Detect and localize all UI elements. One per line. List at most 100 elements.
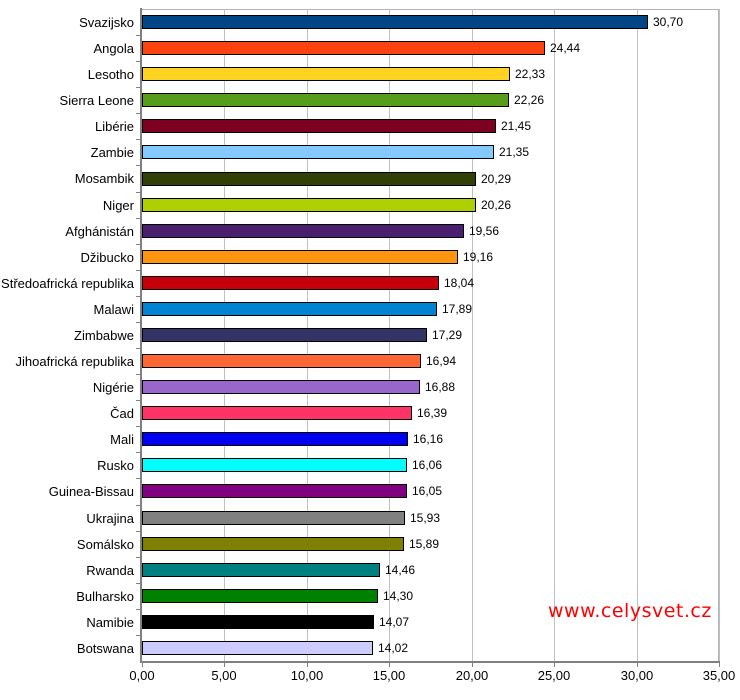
bar-guinea-bissau (142, 484, 407, 498)
bar-value-label: 19,56 (469, 224, 500, 238)
category-label: Jihoafrická republika (15, 353, 134, 369)
bar-value-label: 15,93 (410, 511, 441, 525)
bar-lesotho (142, 67, 510, 81)
x-tick-label: 15,00 (372, 668, 406, 683)
bar-value-label: 18,04 (444, 276, 475, 290)
bars-layer: 30,70 24,44 22,33 22,26 21,45 21,35 20,29 20,26… (142, 9, 719, 661)
bar-jihoafrick-republika (142, 354, 421, 368)
category-label: Zambie (90, 144, 134, 160)
category-label: Nigérie (92, 379, 134, 395)
category-label: Rwanda (86, 562, 134, 578)
bar-niger (142, 198, 476, 212)
x-tick-label: 25,00 (537, 668, 571, 683)
x-tick-label: 20,00 (455, 668, 489, 683)
bar-value-label: 30,70 (653, 15, 684, 29)
x-tick-label: 0,00 (129, 668, 155, 683)
category-label: Namibie (86, 614, 134, 630)
y-tick (136, 113, 141, 114)
category-label: Mali (110, 431, 134, 447)
bar-malawi (142, 302, 437, 316)
gridline (554, 9, 555, 661)
bar-bulharsko (142, 589, 378, 603)
bar-rusko (142, 458, 407, 472)
watermark-link[interactable]: www.celysvet.cz (548, 600, 712, 622)
bar-value-label: 19,16 (463, 250, 494, 264)
bar-value-label: 22,26 (514, 93, 545, 107)
y-tick (136, 505, 141, 506)
x-tick-label: 5,00 (211, 668, 237, 683)
category-label: Angola (93, 40, 134, 56)
y-tick (136, 87, 141, 88)
bar-value-label: 15,89 (409, 537, 440, 551)
y-tick (136, 374, 141, 375)
y-tick (136, 609, 141, 610)
bar-mali (142, 432, 408, 446)
y-tick (136, 322, 141, 323)
category-label: Somálsko (76, 536, 134, 552)
category-label: Bulharsko (76, 588, 134, 604)
category-label: Džibucko (80, 249, 134, 265)
x-tick (719, 662, 720, 667)
bar-nig-rie (142, 380, 420, 394)
bar--ad (142, 406, 412, 420)
bar-value-label: 24,44 (550, 41, 581, 55)
y-tick (136, 426, 141, 427)
y-tick (136, 139, 141, 140)
category-label: Malawi (93, 301, 134, 317)
bar-value-label: 17,29 (432, 328, 463, 342)
category-label: Libérie (94, 118, 134, 134)
gridline (472, 9, 473, 661)
y-tick (136, 348, 141, 349)
x-tick-label: 35,00 (702, 668, 736, 683)
gridline (637, 9, 638, 661)
y-tick (136, 192, 141, 193)
bar-som-lsko (142, 537, 404, 551)
x-tick (389, 662, 390, 667)
bar-value-label: 16,39 (417, 406, 448, 420)
category-label: Čad (110, 405, 134, 421)
y-tick (136, 635, 141, 636)
y-tick (136, 296, 141, 297)
bar-d-ibucko (142, 250, 458, 264)
bar-value-label: 14,46 (385, 563, 416, 577)
bar-lib-rie (142, 119, 496, 133)
y-tick (136, 557, 141, 558)
x-tick (472, 662, 473, 667)
bar-zambie (142, 145, 494, 159)
y-tick (136, 478, 141, 479)
bar-namibie (142, 615, 374, 629)
y-tick (136, 531, 141, 532)
category-label: Zimbabwe (74, 327, 134, 343)
x-tick (637, 662, 638, 667)
y-axis (140, 8, 142, 662)
gridline (719, 9, 720, 661)
category-label: Mosambik (74, 170, 134, 186)
y-tick (136, 61, 141, 62)
y-tick (136, 218, 141, 219)
bar-zimbabwe (142, 328, 427, 342)
category-label: Sierra Leone (59, 92, 134, 108)
category-label: Afghánistán (65, 223, 134, 239)
bar-value-label: 20,29 (481, 172, 512, 186)
bar-value-label: 14,07 (379, 615, 410, 629)
category-label: Svazijsko (79, 14, 134, 30)
bar-value-label: 21,35 (499, 145, 530, 159)
y-tick (136, 583, 141, 584)
bar-rwanda (142, 563, 380, 577)
category-label: Botswana (76, 640, 134, 656)
y-tick (136, 270, 141, 271)
category-label: Lesotho (87, 66, 134, 82)
bar-sierra-leone (142, 93, 509, 107)
bar-value-label: 16,94 (426, 354, 457, 368)
bar-value-label: 20,26 (481, 198, 512, 212)
bar-value-label: 22,33 (515, 67, 546, 81)
bar-value-label: 14,30 (383, 589, 414, 603)
x-axis (140, 661, 720, 663)
bar-mosambik (142, 172, 476, 186)
x-tick-label: 10,00 (290, 668, 324, 683)
bar-value-label: 21,45 (501, 119, 532, 133)
bar-value-label: 16,88 (425, 380, 456, 394)
x-tick-label: 30,00 (620, 668, 654, 683)
x-tick (554, 662, 555, 667)
